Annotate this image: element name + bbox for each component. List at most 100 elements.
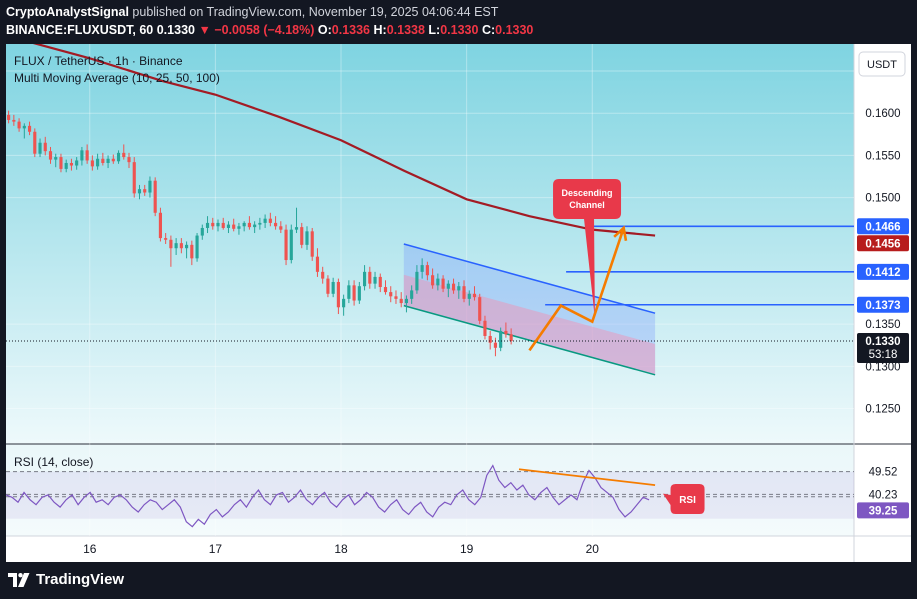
- candle-down: [143, 189, 147, 193]
- close-value: 0.1330: [495, 23, 534, 37]
- candle-down: [164, 238, 168, 240]
- candle-up: [446, 283, 450, 289]
- candle-down: [504, 330, 508, 335]
- candle-down: [378, 276, 382, 288]
- rsi-pane-bg: [6, 444, 911, 536]
- candle-up: [342, 298, 346, 308]
- chart-area[interactable]: Descending Channel RSI 0.16500.16000.155…: [6, 44, 911, 562]
- close-label: C:: [481, 23, 496, 37]
- candle-up: [195, 235, 199, 259]
- price-tag-1373: 0.1373: [857, 296, 909, 313]
- candle-up: [404, 298, 409, 304]
- low-label: L:: [428, 23, 441, 37]
- indicator-legend[interactable]: Multi Moving Average (10, 25, 50, 100): [14, 71, 220, 85]
- candle-up: [242, 222, 246, 227]
- candle-up: [106, 158, 110, 163]
- symbol-ohlc-line: BINANCE:FLUXUSDT, 60 0.1330 ▼ −0.0058 (−…: [6, 23, 533, 37]
- candle-up: [294, 227, 299, 230]
- candle-up: [362, 271, 367, 287]
- price-tag-1412-text: 0.1412: [865, 267, 900, 279]
- candle-up: [200, 227, 204, 236]
- candle-up: [137, 189, 142, 194]
- descending-channel-callout[interactable]: Descending Channel: [553, 179, 622, 319]
- channel-fill-upper: [403, 244, 656, 375]
- candle-down: [122, 152, 126, 158]
- candle-up: [331, 281, 335, 294]
- footer: TradingView: [0, 562, 917, 599]
- rsi-legend[interactable]: RSI (14, close): [14, 455, 93, 469]
- rsi-callout-bubble: [662, 484, 705, 514]
- candle-down: [43, 142, 47, 152]
- candle-up: [373, 276, 377, 284]
- down-triangle-icon: ▼: [198, 23, 211, 37]
- candle-down: [493, 342, 498, 348]
- time-tick-label: 16: [83, 542, 97, 556]
- candle-down: [315, 256, 320, 272]
- candle-up: [420, 265, 424, 272]
- candle-up: [467, 293, 471, 299]
- channel-upper-line: [403, 243, 656, 314]
- low-value: 0.1330: [440, 23, 479, 37]
- candle-down: [310, 231, 314, 257]
- open-label: O:: [317, 23, 332, 37]
- candle-up: [305, 231, 309, 245]
- descending-channel-drawing[interactable]: [403, 243, 656, 376]
- tradingview-logo[interactable]: TradingView: [8, 571, 124, 588]
- price-tick-label: 0.1350: [865, 319, 900, 331]
- candle-down: [300, 227, 304, 245]
- candle-down: [111, 158, 115, 162]
- last-price-tag-text: 0.1330: [865, 336, 900, 348]
- candle-up: [205, 222, 210, 228]
- time-axis-ticks: 16 17 18 19 20: [83, 542, 599, 556]
- last-price-tag: 0.1330 53:18: [857, 333, 909, 364]
- candle-down: [368, 271, 372, 284]
- candle-down: [478, 297, 482, 321]
- price-tag-1412: 0.1412: [857, 263, 909, 280]
- main-pane-bg: [6, 44, 911, 444]
- candle-up: [216, 222, 220, 227]
- candle-up: [357, 286, 361, 301]
- candle-down: [399, 298, 403, 304]
- candle-down: [284, 229, 288, 261]
- candle-down: [268, 218, 272, 223]
- candles: [7, 110, 513, 357]
- author-name[interactable]: CryptoAnalystSignal: [6, 5, 129, 19]
- candle-down: [441, 278, 445, 289]
- price-projection-arrow[interactable]: [528, 225, 628, 352]
- candle-up: [148, 180, 152, 193]
- rsi-tag-3925: 39.25: [857, 502, 909, 519]
- candle-down: [101, 158, 105, 163]
- publish-header: CryptoAnalystSignal published on Trading…: [0, 0, 917, 44]
- price-tag-1456: 0.1456: [857, 235, 909, 252]
- candle-up: [258, 222, 262, 225]
- moving-average-100-line: [32, 44, 656, 237]
- candle-down: [85, 150, 89, 161]
- candle-down: [425, 265, 429, 276]
- candle-down: [472, 293, 477, 298]
- time-axis-bg: [6, 536, 911, 562]
- time-tick-label: 19: [460, 542, 474, 556]
- candle-down: [59, 157, 63, 169]
- rsi-tag-4952-text: 49.52: [869, 467, 898, 479]
- candle-down: [394, 296, 398, 299]
- chart-svg[interactable]: Descending Channel RSI 0.16500.16000.155…: [6, 44, 911, 562]
- last-price: 0.1330: [156, 23, 195, 37]
- price-axis-bg: [854, 44, 911, 536]
- candle-up: [237, 226, 241, 229]
- candle-down: [190, 244, 194, 259]
- rsi-callout-text: RSI: [679, 495, 696, 506]
- rsi-callout[interactable]: RSI: [662, 484, 705, 514]
- callout-text-line2: Channel: [569, 200, 605, 210]
- currency-button[interactable]: USDT: [858, 51, 906, 77]
- candle-up: [38, 142, 42, 154]
- candle-up: [289, 229, 293, 261]
- price-change: −0.0058 (−4.18%): [214, 23, 315, 37]
- symbol-legend-title[interactable]: FLUX / TetherUS · 1h · Binance: [14, 54, 183, 68]
- brand-name: TradingView: [36, 571, 125, 588]
- time-tick-label: 17: [209, 542, 223, 556]
- channel-fill-lower: [403, 274, 656, 375]
- price-tag-1456-text: 0.1456: [865, 238, 900, 250]
- price-tick-label: 0.1500: [865, 193, 900, 205]
- candle-down: [326, 278, 330, 294]
- rsi-tag-4023-text: 40.23: [869, 489, 898, 501]
